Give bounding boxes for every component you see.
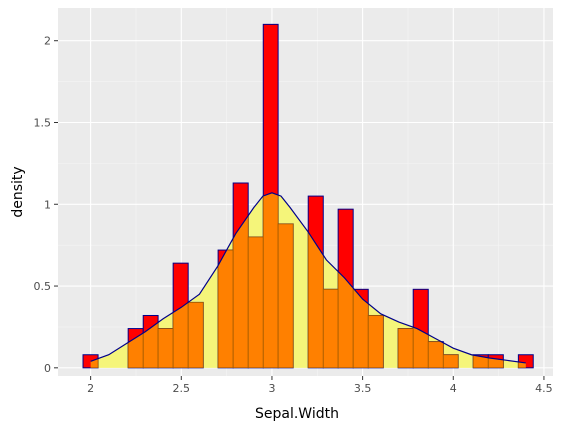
- y-tick-label: 0.5: [34, 280, 52, 293]
- histogram-bar-overlap-0: [90, 354, 99, 368]
- histogram-bar-overlap-12: [322, 288, 339, 368]
- histogram-bar-overlap-16: [397, 328, 414, 368]
- x-tick-label: 4.5: [535, 382, 553, 395]
- y-axis-title: density: [10, 166, 26, 217]
- x-tick-label: 2.5: [173, 382, 191, 395]
- x-tick-label: 2: [87, 382, 94, 395]
- histogram-bar-overlap-6: [217, 249, 234, 368]
- y-tick-label: 1.5: [34, 116, 52, 129]
- histogram-bar-overlap-10: [277, 223, 294, 368]
- histogram-bar-overlap-15: [367, 315, 384, 368]
- x-tick-label: 3.5: [354, 382, 372, 395]
- histogram-bar-overlap-5: [187, 301, 204, 368]
- y-tick-label: 2: [44, 35, 51, 48]
- density-curve: [90, 192, 526, 364]
- histogram-bar-overlap-3: [157, 328, 174, 368]
- x-axis-title: Sepal.Width: [255, 406, 339, 422]
- x-tick-label: 3: [268, 382, 275, 395]
- x-axis-ticks: 2 2.5 3 3.5 4 4.5: [87, 376, 553, 395]
- histogram-bar-overlap-18: [427, 341, 444, 368]
- y-tick-label: 0: [44, 362, 51, 375]
- x-tick-label: 4: [450, 382, 457, 395]
- histogram-bar-overlap-8: [247, 236, 264, 368]
- y-tick-label: 1: [44, 198, 51, 211]
- y-axis-ticks: 0 0.5 1 1.5 2: [34, 35, 58, 375]
- histogram-bar-overlap-19: [442, 354, 459, 368]
